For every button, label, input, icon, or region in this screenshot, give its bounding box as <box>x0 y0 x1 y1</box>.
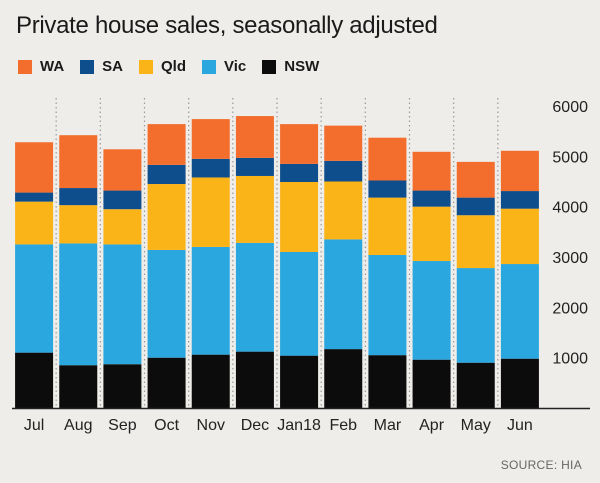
y-tick-label: 6000 <box>552 99 588 116</box>
bar-segment-vic <box>280 251 319 356</box>
legend-label-vic: Vic <box>224 58 247 75</box>
bar-segment-qld <box>456 215 495 269</box>
bar-segment-sa <box>191 158 230 178</box>
bar-segment-vic <box>147 249 186 358</box>
bar-segment-sa <box>280 163 319 183</box>
bar-segment-sa <box>412 190 451 207</box>
bar-segment-wa <box>500 150 539 192</box>
legend-item-qld: Qld <box>139 58 186 75</box>
y-tick-label: 1000 <box>552 351 588 368</box>
x-tick-label: Oct <box>154 417 179 434</box>
bar-segment-qld <box>103 209 142 245</box>
bar-segment-qld <box>368 197 407 255</box>
bar-segment-vic <box>103 244 142 365</box>
legend-swatch-wa <box>18 59 32 74</box>
legend-swatch-nsw <box>262 59 277 74</box>
bar-segment-sa <box>15 192 54 202</box>
x-tick-label: Mar <box>374 417 402 434</box>
x-tick-label: Aug <box>64 417 92 434</box>
bar-segment-wa <box>103 149 142 191</box>
x-tick-label: May <box>461 417 491 434</box>
bar-segment-nsw <box>412 359 451 408</box>
bar-segment-nsw <box>500 358 539 408</box>
bar-segment-wa <box>412 151 451 191</box>
legend-item-vic: Vic <box>202 58 246 75</box>
bar-segment-qld <box>147 184 186 250</box>
legend-item-nsw: NSW <box>262 58 319 75</box>
x-tick-label: Feb <box>329 417 357 434</box>
y-tick-label: 2000 <box>552 300 588 317</box>
bar-segment-nsw <box>59 365 98 408</box>
bar-segment-sa <box>456 197 495 216</box>
bar-segment-vic <box>59 243 98 366</box>
bar-segment-wa <box>368 137 407 181</box>
bar-segment-vic <box>368 254 407 356</box>
chart-area: 1000 2000 3000 4000 5000 6000 Jul Aug Sep Oct Nov D… <box>12 98 590 445</box>
bar-segment-qld <box>59 205 98 244</box>
bar-segment-wa <box>235 116 274 158</box>
bar-segment-vic <box>500 264 539 359</box>
bar-segment-vic <box>456 268 495 363</box>
bar-segment-qld <box>235 175 274 243</box>
bar-segment-wa <box>280 124 319 164</box>
bar-segment-vic <box>15 244 54 353</box>
bar-segment-qld <box>280 182 319 252</box>
bar-segment-wa <box>147 124 186 165</box>
bar-segment-sa <box>147 164 186 185</box>
bar-segment-vic <box>191 246 230 355</box>
bar-segment-sa <box>103 190 142 210</box>
legend-label-qld: Qld <box>161 58 187 75</box>
legend-swatch-sa <box>80 59 95 74</box>
chart-title: Private house sales, seasonally adjusted <box>16 12 438 39</box>
bar-segment-sa <box>368 180 407 198</box>
legend-item-wa: WA <box>18 58 64 75</box>
stacked-bar-chart: 1000 2000 3000 4000 5000 6000 Jul Aug Sep Oct Nov D… <box>12 98 590 434</box>
bar-segment-vic <box>324 239 363 350</box>
x-tick-label: Sep <box>108 417 137 434</box>
source-note: SOURCE: HIA <box>500 458 582 472</box>
legend-item-sa: SA <box>80 58 123 75</box>
bar-segment-wa <box>59 135 98 189</box>
bar-segment-wa <box>456 161 495 198</box>
legend-label-nsw: NSW <box>284 58 320 75</box>
x-tick-label: Apr <box>419 417 445 434</box>
bar-segment-sa <box>235 157 274 176</box>
legend-label-wa: WA <box>40 58 65 75</box>
legend-label-sa: SA <box>102 58 124 75</box>
legend-swatch-vic <box>202 59 217 74</box>
bar-segment-nsw <box>456 362 495 408</box>
bar-segment-vic <box>235 242 274 352</box>
bar-segment-nsw <box>147 357 186 408</box>
bar-segment-nsw <box>103 364 142 408</box>
bar-segment-wa <box>15 142 54 193</box>
legend: WA SA Qld Vic NSW <box>18 58 319 75</box>
bar-segment-qld <box>324 181 363 240</box>
bar-segment-nsw <box>191 354 230 408</box>
x-tick-label: Jul <box>24 417 44 434</box>
x-tick-label: Jun <box>507 417 533 434</box>
bar-segment-sa <box>500 191 539 209</box>
bar-segment-wa <box>191 119 230 159</box>
bar-segment-nsw <box>235 351 274 408</box>
bar-segment-vic <box>412 261 451 360</box>
x-tick-label: Jan18 <box>277 417 321 434</box>
x-tick-label: Nov <box>197 417 225 434</box>
bar-segment-qld <box>500 208 539 265</box>
bar-segment-nsw <box>15 352 54 408</box>
bar-segment-sa <box>324 160 363 182</box>
legend-swatch-qld <box>139 59 154 74</box>
y-tick-label: 3000 <box>552 250 588 267</box>
x-tick-label: Dec <box>241 417 269 434</box>
bar-segment-nsw <box>368 355 407 408</box>
bar-segment-nsw <box>324 349 363 408</box>
bar-segment-wa <box>324 125 363 161</box>
y-tick-label: 5000 <box>552 149 588 166</box>
bar-segment-qld <box>15 201 54 245</box>
y-tick-label: 4000 <box>552 200 588 217</box>
bar-segment-nsw <box>280 355 319 408</box>
bar-segment-qld <box>191 177 230 247</box>
bar-segment-qld <box>412 206 451 262</box>
bar-segment-sa <box>59 188 98 206</box>
